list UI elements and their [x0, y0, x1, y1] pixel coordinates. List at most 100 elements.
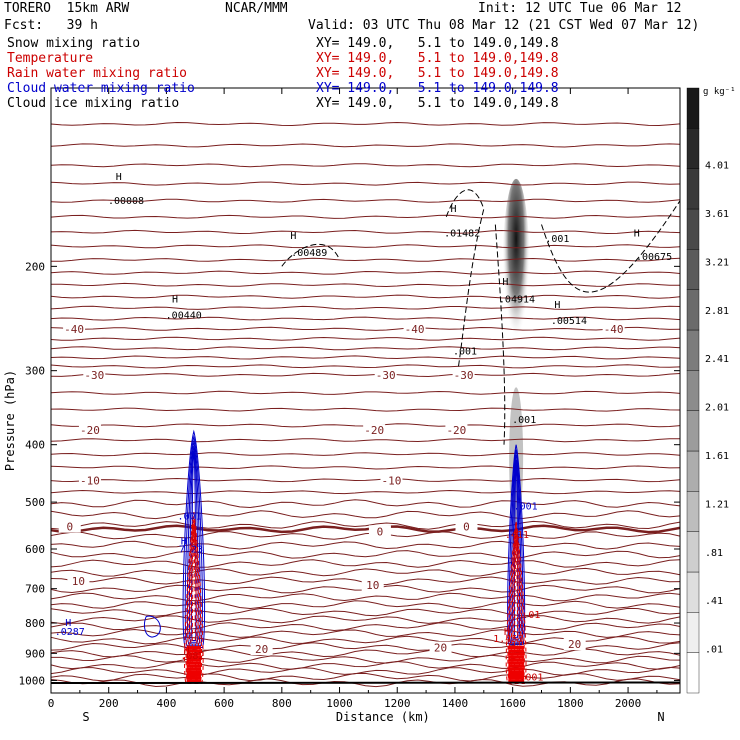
temperature-label: 20	[255, 643, 268, 656]
y-tick-label: 800	[25, 617, 45, 630]
colorbar-label: 1.61	[705, 451, 729, 462]
temperature-label: 0	[66, 521, 73, 534]
colorbar-segment	[686, 168, 700, 210]
temperature-label-bg	[452, 368, 475, 381]
plot-axes: 0 200 400 600 800 1000 1200 1400 1600 1800 2000200…	[3, 87, 681, 724]
cloud-water-contour	[512, 459, 521, 640]
x-tick-label: 2000	[615, 697, 642, 710]
isotherm	[50, 660, 681, 670]
contour-annotations: H .00008 H .00489 H .00440 H .01482 .001 H .00675 H…	[55, 172, 672, 683]
temperature-label-bg	[361, 578, 384, 591]
isotherm	[50, 592, 681, 602]
isotherm	[50, 229, 681, 235]
contour-annotation: .001	[177, 512, 201, 523]
temperature-label-bg	[368, 525, 391, 538]
isotherm	[50, 489, 681, 495]
contour-annotation: .0287	[55, 627, 85, 638]
colorbar-unit: g kg⁻¹	[703, 87, 736, 97]
isotherm	[50, 510, 681, 520]
contour-annotation: H	[116, 172, 122, 183]
x-tick-label: 400	[156, 697, 176, 710]
field-name: Rain water mixing ratio	[7, 66, 188, 81]
isotherm	[50, 326, 681, 331]
isotherm	[50, 531, 681, 540]
colorbar-label: 2.01	[705, 403, 729, 414]
colorbar-segment	[686, 491, 700, 532]
field-xy: XY= 149.0, 5.1 to 149.0,149.8	[316, 81, 559, 96]
colorbar-segment	[686, 652, 700, 694]
contour-annotation: H	[290, 231, 296, 242]
isotherm	[50, 364, 681, 369]
isotherm	[50, 648, 681, 658]
rain-water-contour	[190, 525, 198, 678]
model-title: TORERO 15km ARW	[4, 1, 130, 16]
temperature-label-bg	[58, 520, 81, 533]
cloud-ice-contour	[281, 243, 340, 267]
temperature-label-bg	[250, 643, 273, 656]
isotherm	[50, 372, 681, 378]
cloud-ice-contour	[445, 189, 485, 371]
contour-annotation: H	[172, 294, 178, 305]
isotherm	[50, 355, 681, 360]
field-xy: XY= 149.0, 5.1 to 149.0,149.8	[316, 51, 559, 66]
temperature-label: -30	[376, 369, 396, 382]
colorbar-label: 2.41	[705, 354, 729, 365]
colorbar-segment	[686, 208, 700, 250]
x-tick-label: 1600	[499, 697, 526, 710]
temperature-label: 10	[366, 579, 379, 592]
temperature-label: 0	[463, 521, 470, 534]
field-name: Cloud water mixing ratio	[7, 81, 195, 96]
temperature-label: -20	[364, 424, 384, 437]
field-xy: XY= 149.0, 5.1 to 149.0,149.8	[316, 66, 559, 81]
isotherm	[50, 672, 681, 682]
temperature-label-bg	[429, 641, 452, 654]
colorbar-label: 3.61	[705, 209, 729, 220]
isotherm	[50, 198, 681, 203]
x-tick-label: 1200	[384, 697, 411, 710]
contour-annotation: .001	[512, 415, 536, 426]
colorbar-segment	[686, 87, 700, 129]
colorbar-segment	[686, 289, 700, 331]
cloud-water-contour	[191, 450, 197, 641]
y-axis-label: Pressure (hPa)	[3, 370, 17, 471]
contour-annotation: H	[65, 618, 71, 629]
temperature-labels: -40 -40 -40 -30 -30 -30 -20 -20 -20 -10 -10 0 0 0 10 10…	[58, 322, 625, 656]
contour-annotation: H	[184, 645, 190, 656]
isotherm	[50, 143, 681, 148]
temperature-label: -40	[604, 323, 624, 336]
contour-annotation: .00514	[551, 316, 587, 327]
contour-annotation: .01	[522, 610, 540, 621]
colorbar-segment	[686, 571, 700, 613]
isotherm	[51, 282, 681, 288]
contour-annotation: H	[181, 537, 187, 548]
temperature-label: -40	[405, 323, 425, 336]
isotherm	[50, 567, 681, 577]
temperature-label: 10	[72, 575, 85, 588]
contour-annotation: H	[634, 228, 640, 239]
colorbar-label: .81	[705, 548, 723, 559]
temperature-label-bg	[602, 322, 625, 335]
isotherm	[50, 294, 681, 299]
colorbar-segment	[686, 329, 700, 371]
colorbar-segment	[686, 531, 700, 573]
center-title: NCAR/MMM	[225, 1, 288, 16]
contour-annotation: 7.23	[179, 544, 203, 555]
temperature-label-bg	[78, 474, 101, 487]
temperature-label-bg	[563, 638, 586, 651]
init-time: Init: 12 UTC Tue 06 Mar 12	[478, 1, 682, 16]
isotherm	[50, 214, 681, 219]
field-name: Cloud ice mixing ratio	[7, 96, 180, 111]
temperature-label: -20	[80, 424, 100, 437]
y-tick-label: 400	[25, 439, 45, 452]
colorbar-label: .41	[705, 596, 723, 607]
temperature-label: -20	[446, 424, 466, 437]
cloud-water-contour	[186, 440, 201, 645]
temperature-contours	[50, 121, 681, 688]
temperature-label-bg	[363, 424, 386, 437]
y-tick-label: 700	[25, 583, 45, 596]
isotherm	[50, 270, 681, 275]
contour-annotation: .00440	[166, 311, 202, 322]
contour-annotation: H	[504, 627, 510, 638]
temperature-label-bg	[374, 368, 397, 381]
